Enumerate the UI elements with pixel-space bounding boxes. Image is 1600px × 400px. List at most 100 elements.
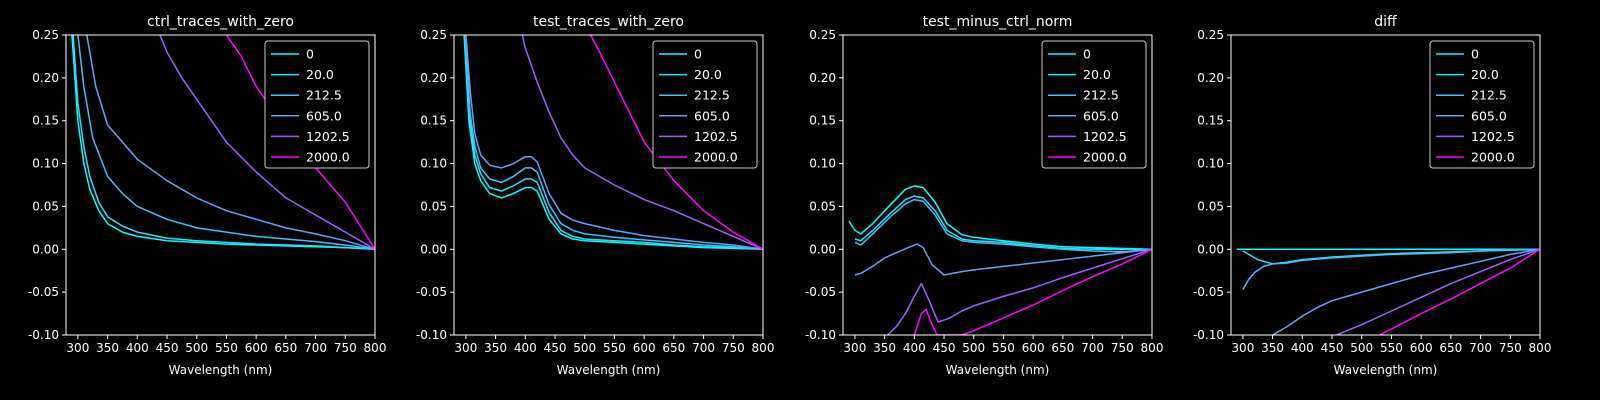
x-tick-label: 800	[364, 341, 387, 355]
x-tick-label: 750	[1499, 341, 1522, 355]
x-tick-label: 500	[573, 341, 596, 355]
legend-label: 2000.0	[694, 150, 738, 165]
x-tick-label: 500	[962, 341, 985, 355]
y-tick-label: 0.25	[1197, 28, 1224, 42]
x-axis-label: Wavelength (nm)	[557, 363, 661, 377]
axes-frame	[1230, 34, 1541, 336]
y-tick-label: 0.00	[809, 242, 836, 256]
legend: 0 20.0 212.5 605.0 1202.5 2000.0	[1041, 40, 1147, 169]
x-tick-label: 300	[843, 341, 866, 355]
series-line-1202.5	[887, 248, 1152, 335]
legend-label: 605.0	[694, 108, 730, 123]
chart-panel-1: 300 350 400 450 500 550 600 650 700 750 800 -0.10 -0…	[28, 14, 387, 377]
x-tick-label: 400	[514, 341, 537, 355]
x-axis-label: Wavelength (nm)	[169, 363, 273, 377]
series-line-0	[463, 35, 763, 251]
x-tick-label: 650	[662, 341, 685, 355]
series-line-20.0	[463, 35, 763, 251]
x-tick-label: 300	[454, 341, 477, 355]
axes-frame	[453, 34, 764, 336]
x-tick-label: 700	[304, 341, 327, 355]
y-tick-label: 0.20	[809, 71, 836, 85]
x-tick-label: 650	[274, 341, 297, 355]
legend: 0 20.0 212.5 605.0 1202.5 2000.0	[652, 40, 758, 169]
x-tick-label: 800	[752, 341, 775, 355]
legend-label: 212.5	[694, 88, 730, 103]
y-tick-label: -0.10	[416, 328, 447, 342]
legend-label: 605.0	[1083, 108, 1119, 123]
series-line-605.0	[1272, 248, 1540, 335]
y-tick-label: -0.10	[28, 328, 59, 342]
chart-panel-3: 300 350 400 450 500 550 600 650 700 750 800 -0.10 -0…	[805, 14, 1164, 377]
y-tick-label: 0.25	[32, 28, 59, 42]
y-tick-label: 0.15	[420, 114, 447, 128]
series-line-212.5	[854, 198, 1152, 253]
series-line-20.0	[854, 195, 1152, 251]
series-line-2000.0	[590, 35, 763, 250]
legend-label: 20.0	[694, 67, 722, 82]
y-tick-label: -0.10	[1193, 328, 1224, 342]
legend-label: 1202.5	[694, 129, 738, 144]
x-tick-label: 350	[484, 341, 507, 355]
series-line-212.5	[77, 35, 375, 251]
legend-label: 0	[306, 47, 314, 62]
chart-panel-4: 300 350 400 450 500 550 600 650 700 750 800 -0.10 -0…	[1193, 14, 1552, 377]
x-tick-label: 650	[1439, 341, 1462, 355]
y-tick-label: 0.05	[809, 199, 836, 213]
axes-frame	[65, 34, 376, 336]
legend-label: 0	[1471, 47, 1479, 62]
x-tick-label: 350	[96, 341, 119, 355]
y-tick-label: 0.00	[420, 242, 447, 256]
legend-label: 0	[1083, 47, 1091, 62]
x-tick-label: 450	[544, 341, 567, 355]
y-tick-label: 0.15	[1197, 114, 1224, 128]
x-tick-label: 450	[933, 341, 956, 355]
y-tick-label: 0.15	[809, 114, 836, 128]
series-group	[848, 185, 1152, 335]
x-tick-label: 550	[215, 341, 238, 355]
legend-label: 605.0	[306, 108, 342, 123]
x-tick-label: 450	[156, 341, 179, 355]
legend-label: 1202.5	[306, 129, 350, 144]
y-tick-label: 0.20	[32, 71, 59, 85]
legend-label: 2000.0	[306, 150, 350, 165]
y-tick-label: -0.05	[1193, 285, 1224, 299]
series-line-0	[71, 35, 375, 251]
series-group	[1236, 248, 1540, 335]
series-line-1202.5	[1336, 248, 1540, 335]
y-tick-label: 0.05	[420, 199, 447, 213]
y-tick-label: 0.20	[420, 71, 447, 85]
y-tick-label: 0.05	[32, 199, 59, 213]
legend-label: 212.5	[1471, 88, 1507, 103]
x-tick-label: 600	[1410, 341, 1433, 355]
series-group	[463, 35, 763, 251]
series-line-212.5	[1242, 248, 1540, 290]
y-tick-label: 0.10	[1197, 157, 1224, 171]
legend-label: 20.0	[306, 67, 334, 82]
y-tick-label: -0.05	[28, 285, 59, 299]
x-tick-label: 600	[633, 341, 656, 355]
series-line-605.0	[465, 35, 763, 251]
x-tick-label: 500	[1350, 341, 1373, 355]
x-tick-label: 500	[185, 341, 208, 355]
series-line-212.5	[464, 35, 763, 251]
x-tick-label: 600	[1022, 341, 1045, 355]
chart-title: test_traces_with_zero	[533, 14, 684, 30]
x-tick-label: 300	[1231, 341, 1254, 355]
y-tick-label: 0.25	[809, 28, 836, 42]
x-tick-label: 700	[692, 341, 715, 355]
x-tick-label: 700	[1081, 341, 1104, 355]
x-tick-label: 800	[1141, 341, 1164, 355]
series-line-1202.5	[521, 35, 763, 250]
x-tick-label: 750	[334, 341, 357, 355]
series-line-1202.5	[159, 35, 375, 250]
x-axis-label: Wavelength (nm)	[1334, 363, 1438, 377]
y-tick-label: 0.10	[809, 157, 836, 171]
x-tick-label: 400	[126, 341, 149, 355]
y-tick-label: -0.10	[805, 328, 836, 342]
series-line-2000.0	[913, 248, 1152, 335]
legend-label: 1202.5	[1471, 129, 1515, 144]
x-tick-label: 550	[992, 341, 1015, 355]
y-tick-label: 0.00	[1197, 242, 1224, 256]
